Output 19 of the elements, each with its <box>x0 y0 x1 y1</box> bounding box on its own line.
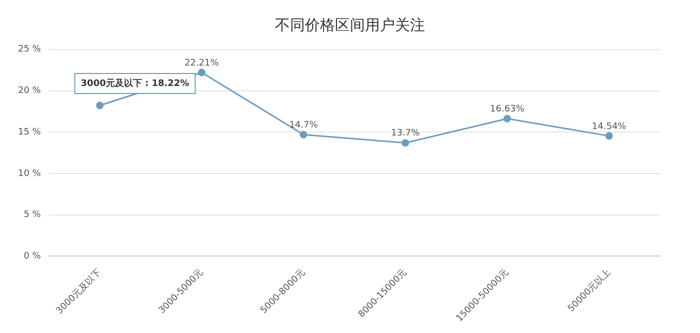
point <box>300 130 308 138</box>
point <box>402 139 410 147</box>
annotation: 3000元及以下 : 18.22% <box>80 78 190 89</box>
data-label: 16.63% <box>490 104 525 114</box>
chart-title: 不同价格区间用户关注 <box>274 16 426 35</box>
y-tick-label: 25 % <box>18 44 42 55</box>
point <box>198 68 206 76</box>
point <box>605 132 613 140</box>
y-tick-label: 0 % <box>24 252 42 262</box>
y-tick-label: 10 % <box>18 168 42 179</box>
data-label: 14.7% <box>289 120 318 130</box>
data-label: 22.21% <box>184 58 220 68</box>
y-tick-label: 20 % <box>18 86 42 96</box>
point <box>96 102 104 110</box>
point <box>503 114 511 122</box>
data-label: 13.7% <box>391 128 420 139</box>
y-tick-label: 5 % <box>24 210 42 220</box>
y-tick-label: 15 % <box>18 127 42 138</box>
data-label: 14.54% <box>592 122 627 132</box>
